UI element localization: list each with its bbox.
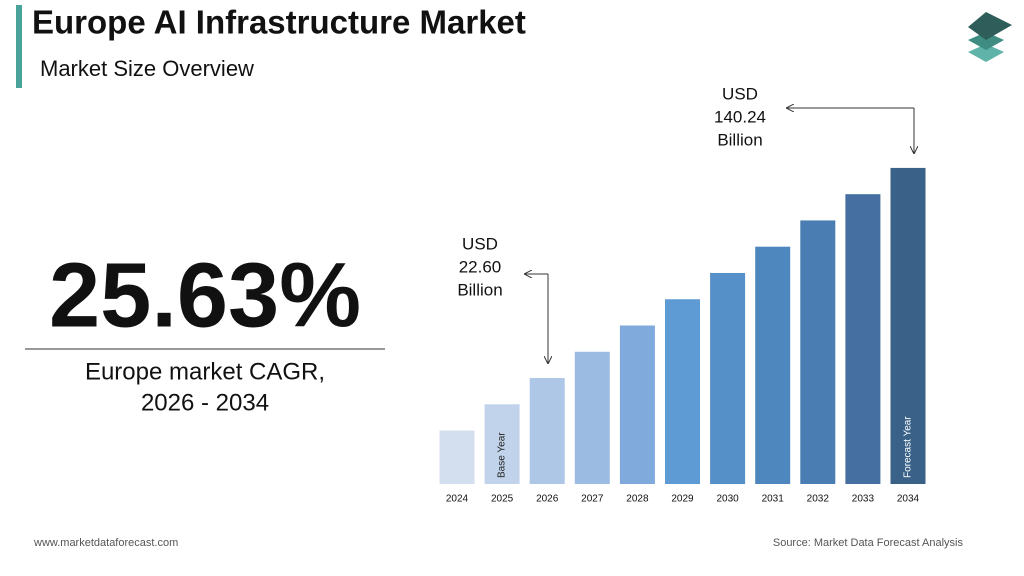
chart-subtitle: Market Size Overview <box>40 56 254 81</box>
x-tick-label: 2025 <box>491 494 514 505</box>
footer-website: www.marketdataforecast.com <box>33 537 178 549</box>
bar <box>665 299 700 484</box>
x-tick-label: 2034 <box>897 494 920 505</box>
bar <box>845 194 881 484</box>
bar <box>890 167 926 485</box>
bar <box>619 325 655 484</box>
annotation: 140.24 <box>714 107 766 126</box>
x-tick-label: 2031 <box>762 494 785 505</box>
x-tick-label: 2033 <box>852 494 875 505</box>
bar <box>439 430 475 484</box>
x-tick-label: 2028 <box>626 494 649 505</box>
kpi-value: 25.63% <box>49 244 361 346</box>
footer-source: Source: Market Data Forecast Analysis <box>773 537 964 549</box>
x-tick-label: 2032 <box>807 494 830 505</box>
bar <box>800 220 836 484</box>
annotation: Billion <box>717 130 762 149</box>
annotation: Billion <box>457 280 502 299</box>
bar-label: Forecast Year <box>903 416 914 478</box>
annotation: 22.60 <box>459 257 502 276</box>
title-accent <box>16 5 22 88</box>
x-tick-label: 2026 <box>536 494 559 505</box>
x-tick-label: 2027 <box>581 494 604 505</box>
bar-label: Base Year <box>497 432 508 478</box>
bar <box>529 378 565 484</box>
logo <box>968 12 1012 62</box>
bar <box>484 404 520 484</box>
kpi-caption: Europe market CAGR, <box>85 358 325 385</box>
bar <box>710 272 746 484</box>
annotation: USD <box>722 84 758 103</box>
bar <box>574 351 610 484</box>
x-tick-label: 2030 <box>716 494 739 505</box>
bar <box>755 246 791 484</box>
annotation: USD <box>462 234 498 253</box>
chart-title: Europe AI Infrastructure Market <box>32 4 526 41</box>
kpi-caption: 2026 - 2034 <box>141 389 269 416</box>
x-tick-label: 2029 <box>671 494 694 505</box>
x-tick-label: 2024 <box>446 494 469 505</box>
